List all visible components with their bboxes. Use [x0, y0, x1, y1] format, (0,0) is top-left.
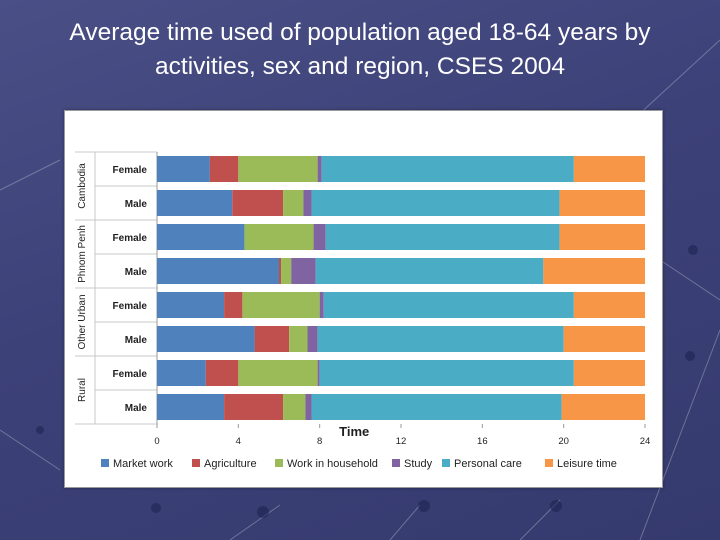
- bar-market-work: [157, 394, 225, 420]
- bar-leisure-time: [543, 258, 645, 284]
- bar-work-in-household: [281, 258, 292, 284]
- bar-market-work: [157, 292, 225, 318]
- stacked-bar-chart: Female Male Female Male Female Male Female Male…: [75, 151, 651, 470]
- legend-swatch: [275, 459, 283, 467]
- x-tick-label: 20: [558, 436, 569, 447]
- bar-personal-care: [311, 190, 560, 216]
- bar-personal-care: [315, 258, 544, 284]
- legend-entry: Study: [404, 458, 433, 470]
- bar-market-work: [157, 224, 245, 250]
- bar-personal-care: [325, 224, 560, 250]
- bar-agriculture: [279, 258, 282, 284]
- x-tick-label: 16: [477, 436, 488, 447]
- legend-entry: Leisure time: [557, 458, 617, 470]
- slide-title: Average time used of population aged 18-…: [69, 19, 651, 80]
- legend-swatch: [192, 459, 200, 467]
- legend-swatch: [101, 459, 109, 467]
- category-label: Female: [113, 301, 148, 312]
- x-tick-label: 24: [640, 436, 651, 447]
- x-tick-label: 8: [317, 436, 322, 447]
- x-tick-label: 12: [396, 436, 407, 447]
- category-label: Male: [125, 199, 148, 210]
- bar-market-work: [157, 190, 233, 216]
- legend-entry: Agriculture: [204, 458, 257, 470]
- category-label: Male: [125, 403, 148, 414]
- bar-personal-care: [323, 292, 574, 318]
- legend-swatch: [442, 459, 450, 467]
- legend-entry: Market work: [113, 458, 173, 470]
- bar-leisure-time: [573, 360, 645, 386]
- bar-study: [291, 258, 316, 284]
- bar-agriculture: [224, 394, 284, 420]
- category-label: Female: [113, 165, 148, 176]
- bar-market-work: [157, 360, 206, 386]
- bar-leisure-time: [559, 190, 645, 216]
- bar-study: [303, 190, 312, 216]
- bar-market-work: [157, 326, 255, 352]
- category-label: Female: [113, 233, 148, 244]
- bar-work-in-household: [238, 156, 318, 182]
- legend-entry: Work in household: [287, 458, 378, 470]
- bar-leisure-time: [573, 292, 645, 318]
- group-label: Rural: [77, 378, 88, 402]
- bar-personal-care: [317, 326, 564, 352]
- bar-work-in-household: [242, 292, 320, 318]
- bar-leisure-time: [573, 156, 645, 182]
- bar-work-in-household: [238, 360, 318, 386]
- bar-market-work: [157, 156, 210, 182]
- bar-agriculture: [254, 326, 290, 352]
- group-label: Phnom Penh: [77, 225, 88, 283]
- bar-study: [317, 360, 320, 386]
- x-axis-title: Time: [339, 424, 369, 439]
- bar-work-in-household: [283, 190, 304, 216]
- bar-leisure-time: [559, 224, 645, 250]
- bar-work-in-household: [283, 394, 306, 420]
- bar-work-in-household: [289, 326, 308, 352]
- legend-swatch: [545, 459, 553, 467]
- category-label: Male: [125, 267, 148, 278]
- bar-agriculture: [224, 292, 243, 318]
- category-label: Male: [125, 335, 148, 346]
- bar-agriculture: [205, 360, 239, 386]
- bar-study: [319, 292, 324, 318]
- x-tick-label: 0: [154, 436, 159, 447]
- group-label: Other Urban: [77, 294, 88, 349]
- bar-leisure-time: [563, 326, 645, 352]
- bar-agriculture: [209, 156, 239, 182]
- bar-leisure-time: [561, 394, 645, 420]
- bar-personal-care: [321, 156, 574, 182]
- group-label: Cambodia: [77, 163, 88, 209]
- legend-swatch: [392, 459, 400, 467]
- bar-work-in-household: [244, 224, 314, 250]
- x-tick-label: 4: [236, 436, 241, 447]
- bar-study: [305, 394, 312, 420]
- bar-agriculture: [232, 190, 284, 216]
- bar-study: [307, 326, 318, 352]
- bar-market-work: [157, 258, 279, 284]
- bar-personal-care: [319, 360, 574, 386]
- bar-study: [313, 224, 326, 250]
- category-label: Female: [113, 369, 148, 380]
- bar-study: [317, 156, 322, 182]
- legend-entry: Personal care: [454, 458, 522, 470]
- chart-frame: Female Male Female Male Female Male Female Male…: [64, 110, 663, 488]
- bar-personal-care: [311, 394, 562, 420]
